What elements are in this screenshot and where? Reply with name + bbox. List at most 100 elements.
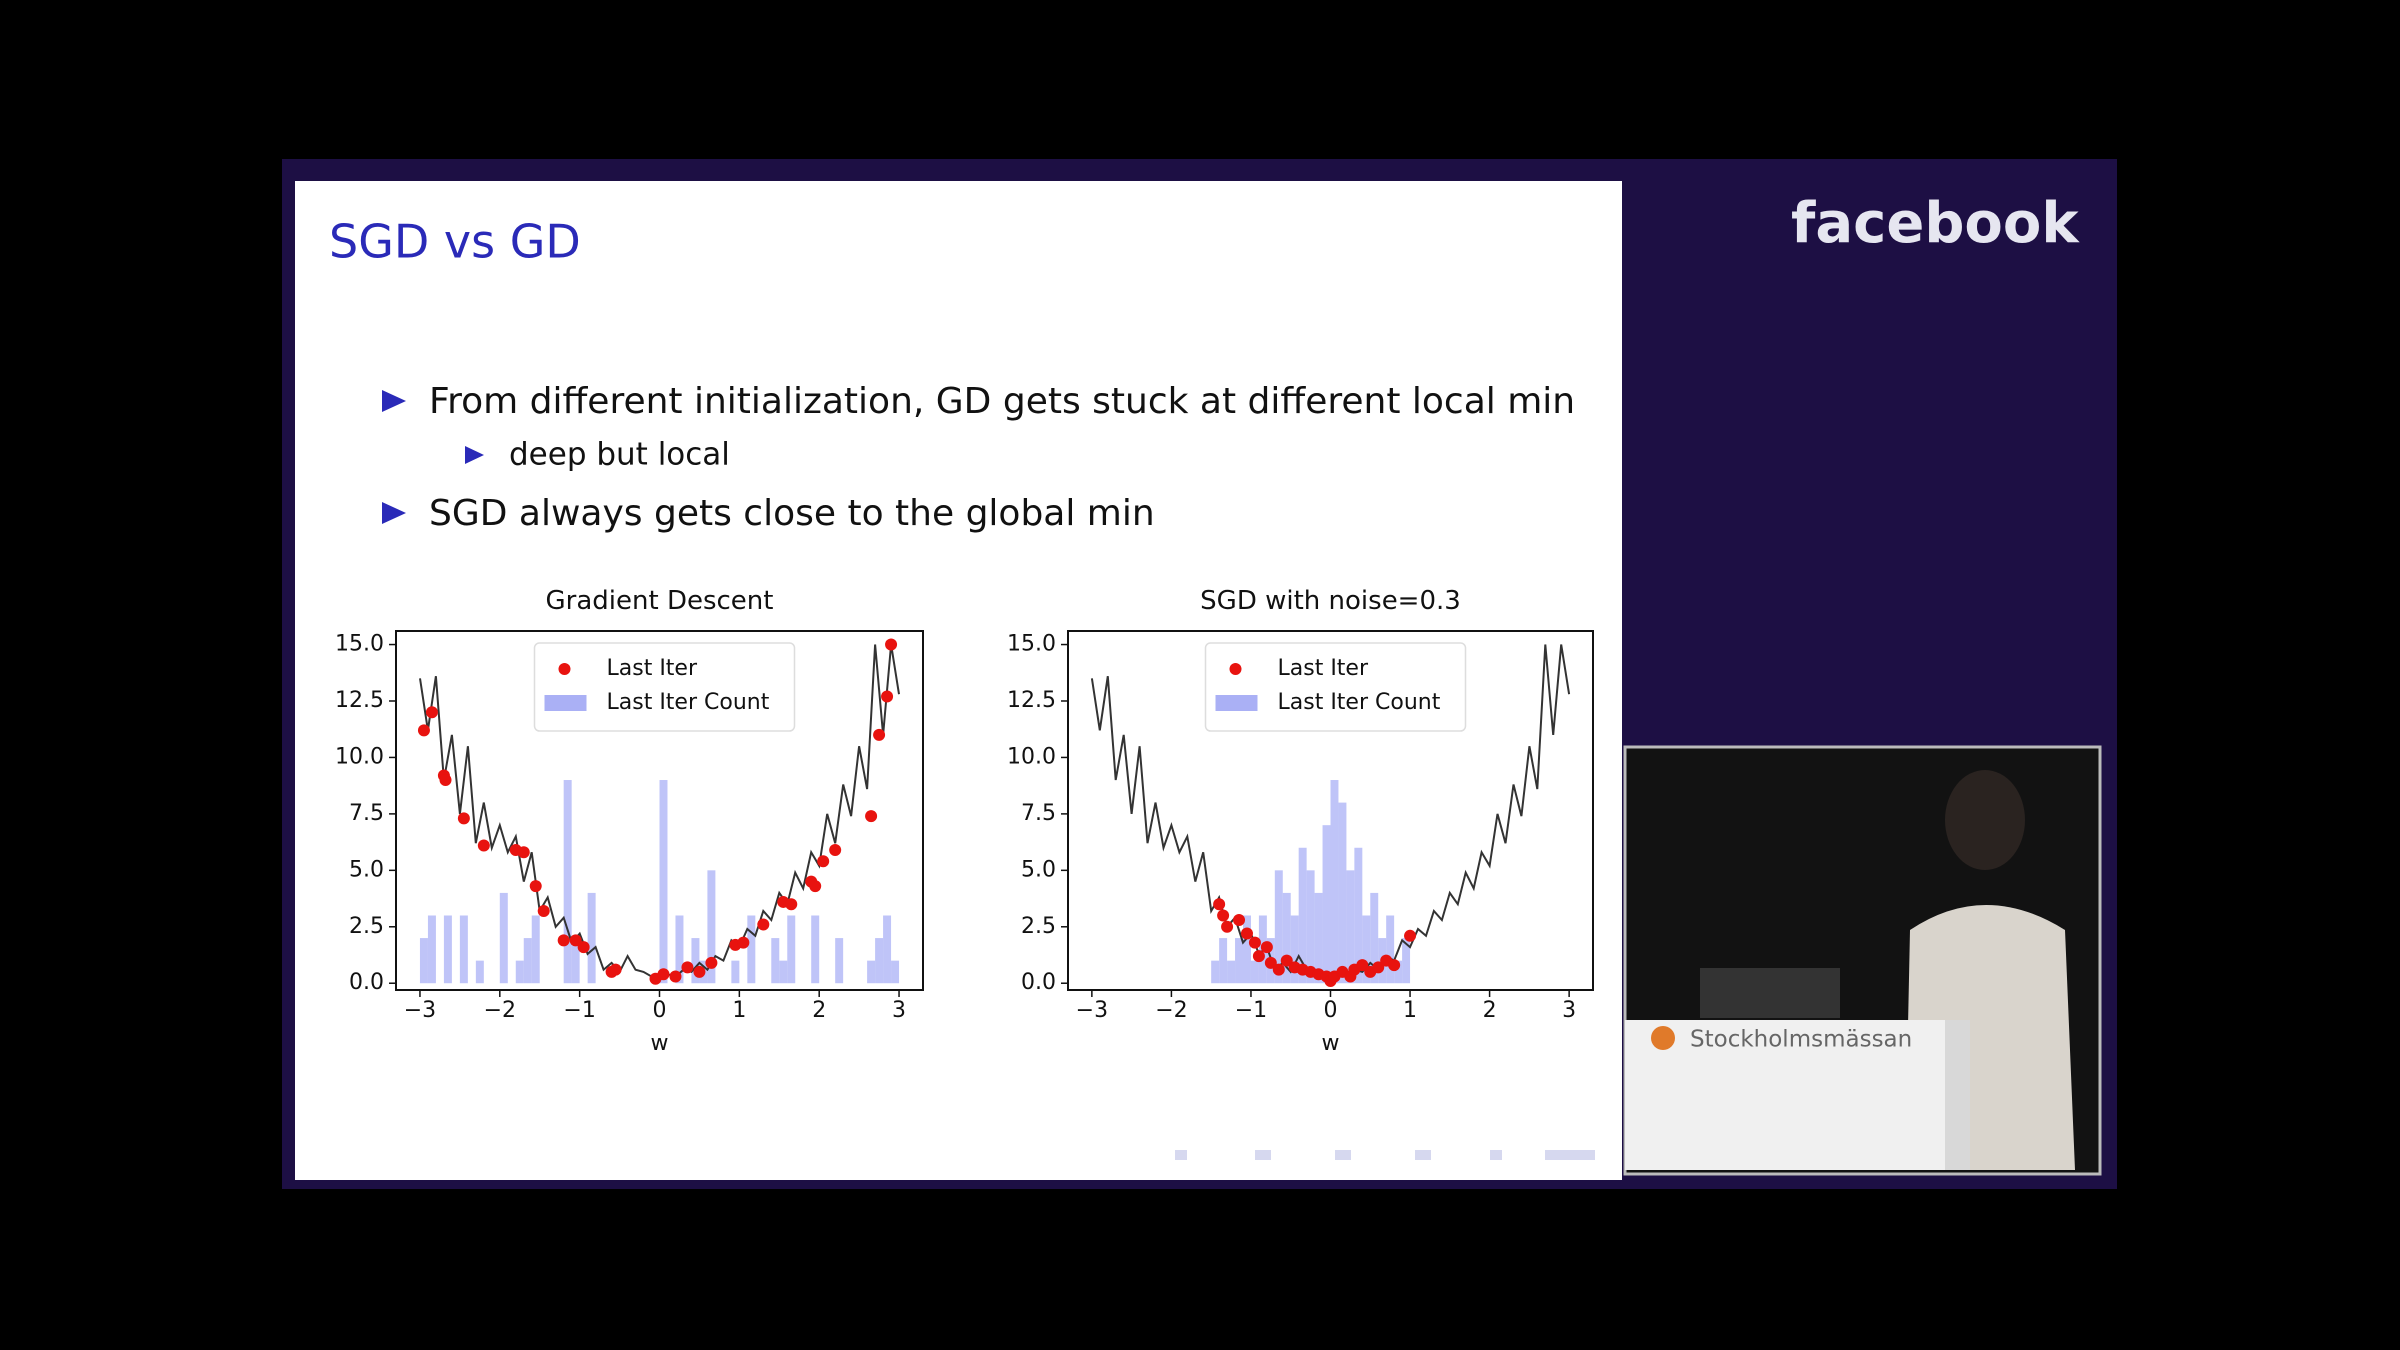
sub-bullet-text: deep but local (509, 437, 730, 473)
histogram-bar (1290, 915, 1299, 984)
histogram-bar (747, 915, 756, 984)
point (439, 774, 452, 787)
point (1388, 959, 1401, 972)
histogram-bar (587, 892, 596, 984)
histogram-bar (867, 960, 876, 984)
histogram-bar (707, 870, 716, 984)
histogram-bar (1322, 825, 1331, 984)
histogram-bar (563, 780, 572, 984)
histogram-bar (1386, 915, 1395, 984)
point (1404, 929, 1417, 942)
legend-box (1204, 642, 1467, 732)
point (569, 934, 582, 947)
y-tick-label: 0.0 (349, 970, 384, 995)
y-tick-label: 10.0 (1007, 744, 1056, 769)
histogram-bar (459, 915, 468, 984)
point (1260, 941, 1273, 954)
y-tick-label: 15.0 (335, 632, 384, 657)
histogram-bar (835, 938, 844, 984)
x-tick-label: −2 (1155, 998, 1187, 1023)
histogram-bar (1243, 915, 1251, 984)
point (1217, 909, 1230, 922)
point (1356, 959, 1369, 972)
legend-label: Last Iter Count (607, 690, 770, 715)
point (425, 706, 438, 719)
point (829, 844, 842, 857)
point (737, 936, 750, 949)
histogram-bar (1306, 870, 1315, 984)
point (557, 934, 570, 947)
point (1264, 956, 1277, 969)
histogram-bar (571, 938, 580, 984)
legend-marker (1215, 695, 1258, 711)
histogram-bar (675, 915, 684, 984)
y-tick-label: 12.5 (335, 688, 384, 713)
point (1272, 963, 1285, 976)
logo: facebook (1791, 191, 2080, 256)
histogram-bar (891, 960, 900, 984)
x-tick-label: 0 (653, 998, 667, 1023)
bullet-icon (382, 502, 406, 524)
x-tick-label: 0 (1324, 998, 1338, 1023)
histogram-bar (659, 780, 668, 984)
point (1252, 950, 1265, 963)
point (529, 880, 542, 893)
point (457, 812, 470, 825)
x-tick-label: −3 (1076, 998, 1108, 1023)
histogram-bar (883, 915, 892, 984)
x-tick-label: −3 (404, 998, 436, 1023)
histogram-bar (1219, 938, 1228, 984)
point (609, 963, 622, 976)
histogram-bar (1394, 960, 1403, 984)
histogram-bar (443, 915, 452, 984)
point (537, 904, 550, 917)
histogram-bar (419, 938, 428, 984)
y-tick-label: 0.0 (1021, 970, 1056, 995)
legend-box (533, 642, 796, 732)
legend-label: Last Iter (1278, 656, 1369, 681)
chart-title: Gradient Descent (546, 586, 774, 616)
point (785, 898, 798, 911)
point (681, 961, 694, 974)
point (865, 810, 878, 823)
chart: SGD with noise=0.3 w −3 −2 −1 0 1 2 3 0.0 2.5 5.0 7.… (1007, 586, 1594, 1056)
x-tick-label: 2 (1483, 998, 1497, 1023)
y-tick-label: 15.0 (1007, 632, 1056, 657)
point (809, 880, 822, 893)
point (669, 970, 682, 983)
chart-title: SGD with noise=0.3 (1200, 586, 1461, 616)
x-tick-label: −2 (484, 998, 516, 1023)
point (657, 968, 670, 981)
histogram-bar (1314, 892, 1323, 984)
x-axis-label: w (1322, 1031, 1340, 1056)
point (817, 855, 830, 868)
histogram-bar (1354, 847, 1363, 984)
speaker-video (1623, 745, 2102, 1176)
histogram-bar (1362, 915, 1371, 984)
point (517, 846, 530, 859)
x-axis-label: w (651, 1031, 669, 1056)
histogram-bar (475, 960, 484, 984)
point (693, 965, 706, 978)
histogram-bar (731, 960, 740, 984)
point (1221, 920, 1234, 933)
point (1240, 927, 1253, 940)
legend-marker (544, 695, 587, 711)
x-tick-label: 3 (1562, 998, 1576, 1023)
x-tick-label: 1 (1403, 998, 1417, 1023)
histogram-bar (427, 915, 436, 984)
y-tick-label: 2.5 (349, 914, 384, 939)
axes-frame (1067, 630, 1594, 991)
y-tick-label: 7.5 (349, 801, 384, 826)
histogram-bar (787, 915, 796, 984)
bullet-text: SGD always gets close to the global min (429, 493, 1155, 534)
x-tick-label: −1 (1235, 998, 1267, 1023)
histogram-bar (691, 938, 700, 984)
point (1233, 914, 1246, 927)
histogram-bar (515, 960, 524, 984)
legend-marker (1229, 663, 1242, 675)
point (885, 638, 898, 651)
venue-sign: Stockholmsmässan (1690, 1027, 1912, 1053)
